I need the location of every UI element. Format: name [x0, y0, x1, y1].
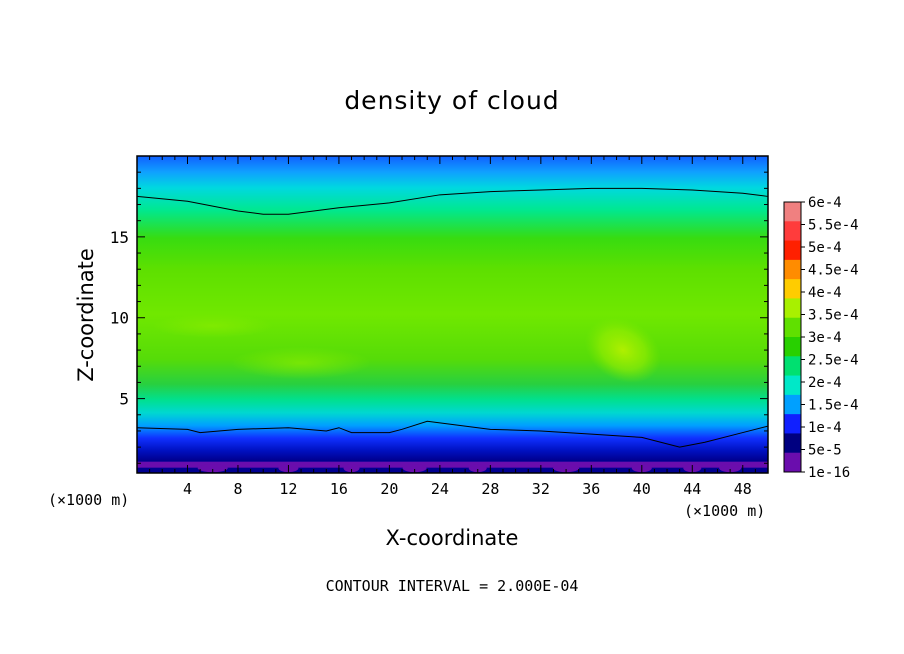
colorbar-label: 1e-16: [808, 465, 850, 481]
x-tick-label: 44: [683, 480, 701, 498]
colorbar-swatch: [784, 337, 801, 357]
x-tick-label: 16: [330, 480, 348, 498]
x-tick-label: 36: [582, 480, 600, 498]
contour-line: [136, 420, 769, 448]
colorbar-swatch: [784, 433, 801, 454]
colorbar-label: 4.5e-4: [808, 263, 859, 279]
colorbar-label: 3e-4: [808, 330, 842, 346]
colorbar-label: 2e-4: [808, 375, 842, 391]
colorbar-swatch: [784, 375, 801, 396]
density-field: [137, 156, 768, 473]
colorbar-swatch: [784, 356, 801, 377]
colorbar-swatch: [784, 240, 801, 261]
x-tick-label: 32: [532, 480, 550, 498]
low-density-fringe: [137, 461, 768, 468]
x-unit-label-right: (×1000 m): [684, 502, 766, 520]
low-density-fringe: [719, 464, 742, 473]
colorbar-swatch: [784, 279, 801, 299]
x-tick-label: 40: [633, 480, 651, 498]
y-tick-label: 5: [119, 390, 129, 409]
x-tick-label: 4: [183, 480, 192, 498]
x-tick-label: 12: [279, 480, 297, 498]
x-tick-label: 28: [481, 480, 499, 498]
x-tick-label: 20: [380, 480, 398, 498]
colorbar-swatch: [784, 298, 801, 319]
y-tick-label: 15: [110, 228, 129, 247]
low-density-fringe: [402, 464, 427, 473]
colorbar-label: 1.5e-4: [808, 398, 859, 414]
density-band: [231, 347, 372, 380]
colorbar-label: 5e-4: [808, 240, 842, 256]
colorbar-label: 2.5e-4: [808, 353, 859, 369]
colorbar-label: 6e-4: [808, 195, 842, 211]
contour-interval-note: CONTOUR INTERVAL = 2.000E-04: [325, 577, 579, 595]
colorbar-swatch: [784, 259, 801, 280]
low-density-fringe: [468, 464, 487, 473]
colorbar-swatch: [784, 221, 801, 242]
low-density-fringe: [197, 464, 228, 473]
x-tick-label: 24: [431, 480, 449, 498]
x-tick-label: 8: [233, 480, 242, 498]
density-band: [152, 313, 273, 338]
x-unit-label-left: (×1000 m): [48, 491, 130, 509]
colorbar-label: 3.5e-4: [808, 308, 859, 324]
y-tick-label: 10: [110, 309, 129, 328]
colorbar-label: 4e-4: [808, 285, 842, 301]
colorbar-swatch: [784, 317, 801, 338]
density-hotspot: [585, 317, 661, 383]
x-tick-label: 48: [734, 480, 752, 498]
colorbar-swatch: [784, 394, 801, 415]
colorbar-label: 5.5e-4: [808, 218, 859, 234]
low-density-fringe: [343, 464, 360, 473]
low-density-fringe: [553, 464, 580, 473]
chart-title: density of cloud: [344, 86, 560, 115]
colorbar-label: 5e-5: [808, 443, 842, 459]
x-axis-label: X-coordinate: [385, 526, 519, 550]
y-axis-label: Z-coordinate: [74, 248, 98, 382]
colorbar-swatch: [784, 452, 801, 473]
colorbar-swatch: [784, 414, 801, 434]
colorbar-swatch: [784, 202, 801, 222]
colorbar-label: 1e-4: [808, 420, 842, 436]
contour-line: [136, 187, 769, 215]
